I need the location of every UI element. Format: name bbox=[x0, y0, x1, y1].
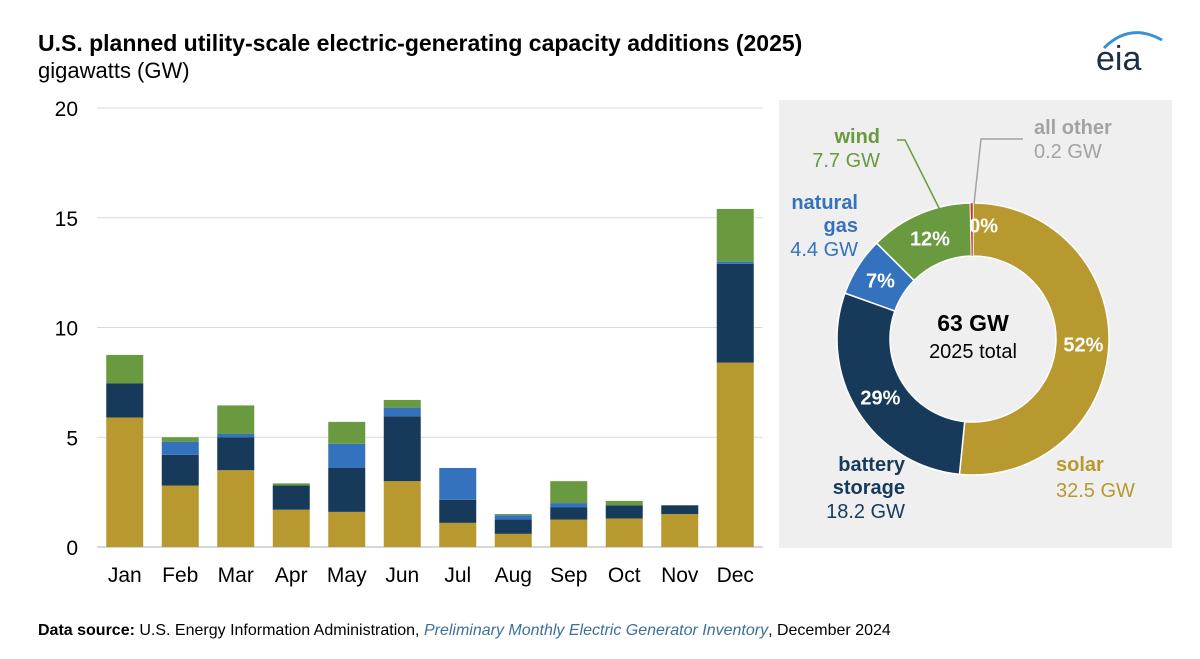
bar-segment-wind-aug bbox=[494, 514, 532, 516]
bar-segment-gas-feb bbox=[161, 441, 199, 455]
bar-segment-wind-feb bbox=[161, 437, 199, 442]
bar-segment-solar-jan bbox=[106, 417, 144, 547]
donut-label-wind: wind bbox=[833, 126, 880, 148]
footer-source-text: U.S. Energy Information Administration, bbox=[134, 622, 424, 639]
wind-leader-line bbox=[897, 139, 941, 211]
bar-segment-battery-dec bbox=[716, 263, 754, 363]
bar-segment-gas-mar bbox=[217, 433, 255, 438]
donut-value-solar: 32.5 GW bbox=[1056, 480, 1135, 502]
x-tick-label: Jan bbox=[108, 564, 142, 587]
donut-label-other: all other bbox=[1034, 117, 1112, 139]
y-tick-label: 10 bbox=[55, 318, 78, 341]
bar-segment-solar-sep bbox=[550, 519, 588, 547]
x-tick-label: May bbox=[327, 564, 367, 587]
x-tick-label: Nov bbox=[661, 564, 699, 587]
bar-segment-wind-mar bbox=[217, 405, 255, 434]
bar-segment-solar-dec bbox=[716, 362, 754, 547]
bar-segment-wind-jan bbox=[106, 354, 144, 384]
bar-segment-battery-oct bbox=[605, 505, 643, 519]
donut-label-battery: battery bbox=[838, 454, 906, 476]
bar-segment-solar-mar bbox=[217, 470, 255, 547]
bar-segment-solar-jul bbox=[439, 522, 477, 547]
donut-center-value: 63 GW bbox=[937, 310, 1009, 336]
donut-value-gas: 4.4 GW bbox=[790, 239, 858, 261]
donut-label-gas: natural bbox=[791, 192, 858, 214]
footer-source: Data source: U.S. Energy Information Adm… bbox=[38, 622, 891, 640]
footer-date: , December 2024 bbox=[768, 622, 891, 639]
donut-value-other: 0.2 GW bbox=[1034, 141, 1102, 163]
bar-segment-battery-sep bbox=[550, 507, 588, 520]
y-tick-label: 0 bbox=[66, 537, 78, 560]
eia-logo-arc bbox=[1102, 31, 1163, 50]
donut-percent-gas: 7% bbox=[866, 271, 895, 293]
x-tick-label: Feb bbox=[162, 564, 198, 587]
bar-segment-battery-jan bbox=[106, 383, 144, 418]
chart-title: U.S. planned utility-scale electric-gene… bbox=[38, 30, 803, 56]
y-tick-label: 20 bbox=[55, 98, 78, 121]
x-tick-label: Oct bbox=[608, 564, 641, 587]
eia-logo: eia bbox=[1096, 31, 1163, 76]
y-tick-label: 15 bbox=[55, 208, 78, 231]
donut-percent-other: 0% bbox=[969, 216, 998, 238]
chart-subtitle: gigawatts (GW) bbox=[38, 58, 190, 83]
bar-segment-solar-may bbox=[328, 511, 366, 547]
bar-segment-gas-sep bbox=[550, 503, 588, 508]
bar-segment-battery-jun bbox=[383, 416, 421, 482]
bar-segment-battery-mar bbox=[217, 437, 255, 471]
bar-segment-wind-dec bbox=[716, 208, 754, 262]
bar-segment-wind-apr bbox=[272, 483, 310, 486]
x-tick-label: Jul bbox=[444, 564, 471, 587]
bar-segment-battery-aug bbox=[494, 519, 532, 534]
donut-panel: 52% 29% 7% 12% 0% 63 GW 2025 total solar 32.5 GW… bbox=[779, 100, 1172, 548]
bar-segment-battery-nov bbox=[661, 505, 699, 515]
bar-chart: 0 5 10 15 20 Jan Feb Mar Apr May Jun Jul Aug Sep Oct No… bbox=[55, 98, 763, 587]
bar-segment-solar-apr bbox=[272, 509, 310, 547]
bar-segment-solar-aug bbox=[494, 533, 532, 547]
donut-value-wind: 7.7 GW bbox=[812, 150, 880, 172]
bar-segment-battery-feb bbox=[161, 454, 199, 486]
donut-percent-solar: 52% bbox=[1063, 334, 1103, 356]
bar-segment-gas-jun bbox=[383, 407, 421, 417]
bar-segment-battery-jul bbox=[439, 499, 477, 523]
donut-percent-wind: 12% bbox=[910, 228, 950, 250]
donut-label-gas-line2: gas bbox=[824, 215, 858, 237]
donut-percent-battery: 29% bbox=[860, 387, 900, 409]
donut-value-battery: 18.2 GW bbox=[826, 501, 905, 523]
bar-segment-battery-may bbox=[328, 467, 366, 512]
donut-slice-other bbox=[970, 202, 974, 257]
donut-label-battery-line2: storage bbox=[833, 477, 905, 499]
other-leader-line bbox=[973, 138, 1023, 205]
x-tick-label: Mar bbox=[218, 564, 254, 587]
x-tick-label: Jun bbox=[385, 564, 419, 587]
bar-segment-gas-aug bbox=[494, 515, 532, 520]
x-tick-label: Aug bbox=[495, 564, 532, 587]
bar-segment-wind-jun bbox=[383, 399, 421, 408]
x-tick-label: Apr bbox=[275, 564, 308, 587]
donut-slice-solar bbox=[958, 202, 1110, 476]
footer-publication: Preliminary Monthly Electric Generator I… bbox=[423, 622, 769, 639]
donut-center-label: 2025 total bbox=[929, 341, 1017, 363]
bar-segment-solar-oct bbox=[605, 518, 643, 547]
x-tick-label: Sep bbox=[550, 564, 587, 587]
bar-segment-solar-feb bbox=[161, 485, 199, 547]
bar-segment-wind-sep bbox=[550, 481, 588, 504]
bar-segment-wind-oct bbox=[605, 500, 643, 506]
eia-logo-text: eia bbox=[1096, 40, 1141, 76]
y-tick-label: 5 bbox=[66, 427, 78, 450]
bar-segment-battery-apr bbox=[272, 485, 310, 510]
footer-label: Data source: bbox=[38, 622, 135, 639]
bar-segment-gas-may bbox=[328, 443, 366, 468]
bar-segment-wind-may bbox=[328, 421, 366, 444]
donut-label-solar: solar bbox=[1056, 454, 1104, 476]
donut-slice-battery bbox=[836, 292, 966, 476]
x-tick-label: Dec bbox=[717, 564, 754, 587]
bar-segment-solar-jun bbox=[383, 481, 421, 547]
bar-segment-solar-nov bbox=[661, 514, 699, 547]
bar-segment-gas-dec bbox=[716, 261, 754, 264]
bar-segment-gas-jul bbox=[439, 467, 477, 500]
